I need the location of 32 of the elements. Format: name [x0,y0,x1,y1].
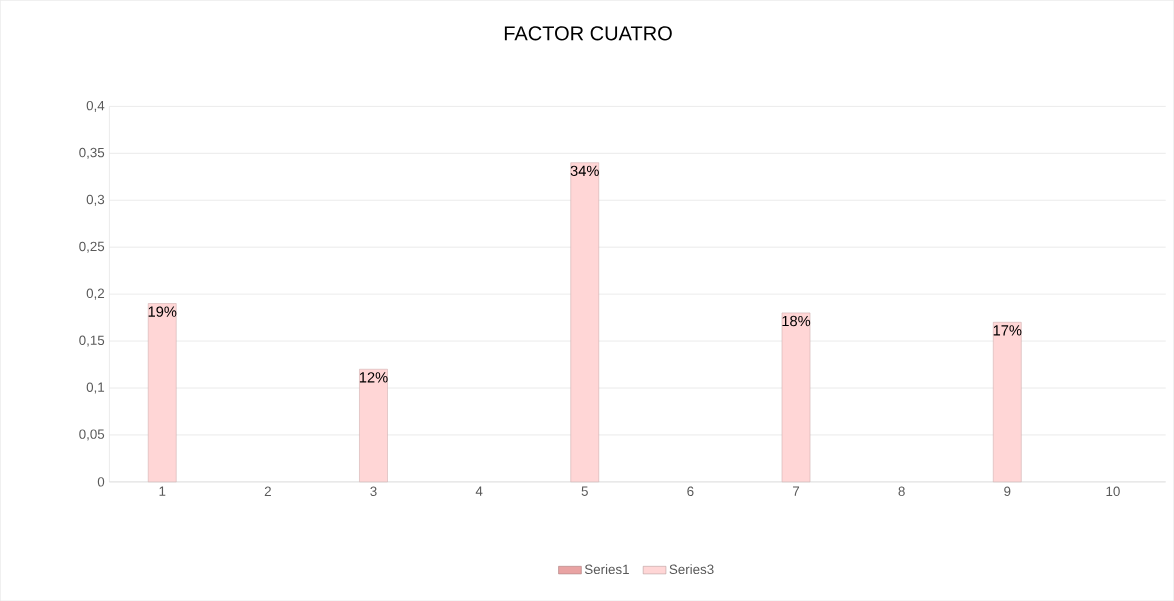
y-tick-label: 0,4 [86,100,105,112]
y-tick-label: 0,15 [79,335,105,347]
y-tick-label: 0 [97,477,105,487]
data-label: 18% [782,315,811,327]
legend-label: Series1 [584,564,629,574]
legend-label: Series3 [669,564,714,574]
bar [781,312,811,482]
data-label: 19% [148,306,177,317]
x-tick-label: 6 [687,486,694,496]
x-tick-label: 10 [1106,486,1120,496]
x-tick-label: 2 [264,486,271,496]
chart-title: FACTOR CUATRO [504,26,672,41]
y-tick-label: 0,2 [86,288,105,300]
data-label: 12% [359,372,388,383]
x-tick-label: 9 [1004,486,1011,496]
data-label: 34% [570,165,599,176]
y-tick-label: 0,05 [79,429,105,441]
bar [147,303,177,482]
x-tick-label: 3 [370,486,377,496]
x-tick-label: 5 [581,486,588,496]
y-tick-label: 0,35 [79,147,105,159]
bar [992,321,1022,482]
y-tick-label: 0,1 [86,382,105,394]
bar [359,368,388,482]
x-tick-label: 7 [793,486,800,496]
y-tick-label: 0,25 [79,241,105,253]
x-tick-label: 4 [475,486,483,496]
x-tick-label: 8 [898,486,905,496]
y-tick-label: 0,3 [86,194,105,206]
x-tick-label: 1 [159,486,166,496]
data-label: 17% [993,325,1022,336]
bar [570,162,600,482]
